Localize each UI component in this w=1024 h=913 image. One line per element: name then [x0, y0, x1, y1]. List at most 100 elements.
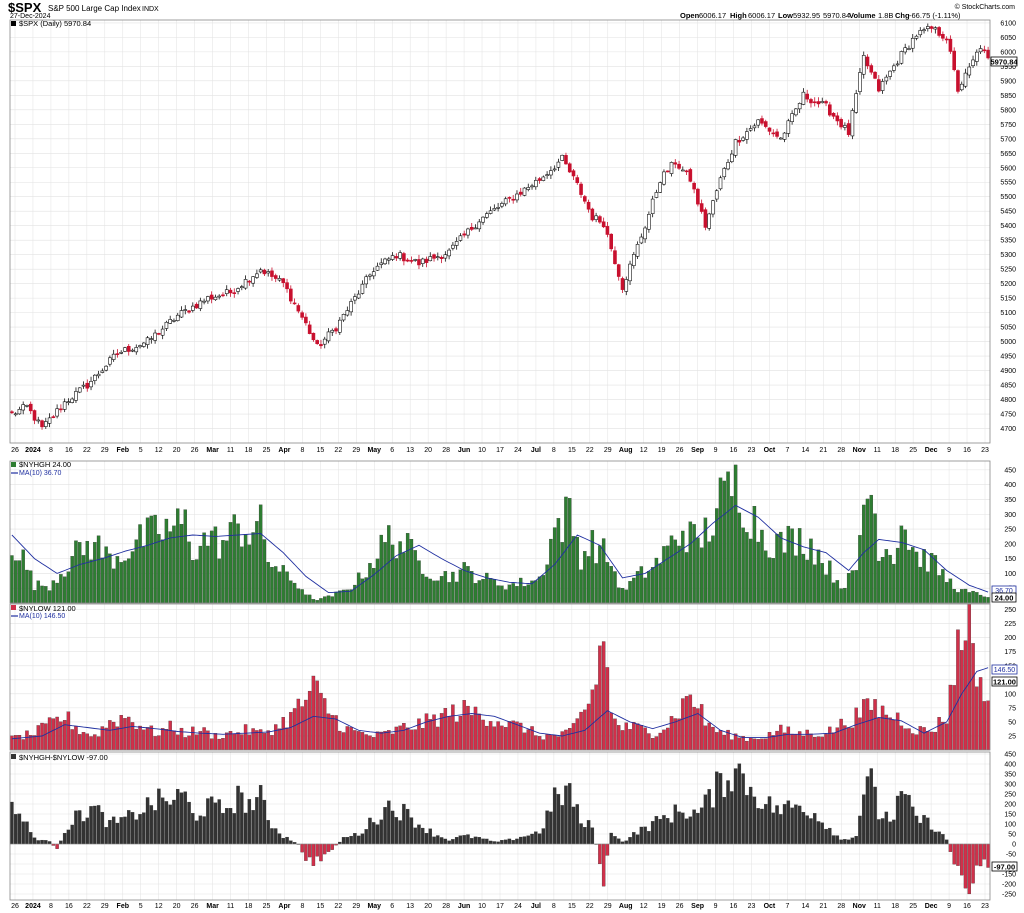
bar — [711, 535, 715, 604]
bar — [741, 527, 745, 604]
bar — [673, 804, 677, 845]
bar — [843, 839, 847, 845]
candle-body — [745, 131, 749, 140]
bar — [149, 725, 154, 751]
bar — [145, 797, 150, 845]
bar — [447, 840, 451, 845]
y-tick-label: 4950 — [1000, 354, 1016, 361]
candle-body — [975, 51, 979, 62]
bar — [439, 837, 444, 845]
candle-body — [492, 208, 497, 211]
bar — [436, 726, 440, 751]
bar — [266, 561, 270, 604]
y-tick-label: 5650 — [1000, 151, 1016, 158]
candle-body — [206, 296, 210, 302]
candle-body — [688, 169, 693, 182]
bar — [877, 717, 881, 751]
x-tick-label: 8 — [49, 447, 53, 454]
bar — [797, 528, 802, 604]
bar — [458, 716, 463, 751]
bar — [21, 821, 25, 845]
bar — [492, 579, 497, 604]
bar — [944, 839, 949, 845]
bar — [281, 717, 285, 751]
bar — [613, 836, 617, 845]
candle-body — [812, 101, 817, 104]
candle-body — [944, 38, 949, 41]
bar — [635, 723, 640, 751]
x-tick-label: Oct — [764, 903, 776, 910]
bar — [70, 824, 74, 845]
bar — [541, 739, 546, 751]
bar — [232, 733, 236, 751]
bar — [319, 692, 323, 751]
bar — [13, 814, 18, 845]
bar — [300, 706, 304, 751]
bar — [703, 794, 708, 845]
candle-body — [300, 312, 304, 318]
bar — [251, 532, 255, 604]
bar — [552, 734, 557, 751]
x-tick-label: 23 — [748, 447, 756, 454]
bar — [315, 680, 319, 751]
bar — [202, 816, 206, 845]
candle-body — [910, 37, 915, 49]
bar — [421, 573, 425, 604]
bar — [221, 738, 225, 751]
bar — [711, 726, 715, 751]
bar — [978, 594, 983, 604]
candle-body — [556, 161, 561, 168]
candle-body — [40, 420, 44, 428]
bar — [786, 800, 791, 845]
bar — [168, 720, 172, 751]
bar — [586, 820, 591, 845]
bar — [929, 829, 934, 845]
x-tick-label: 20 — [424, 447, 432, 454]
bar — [537, 576, 542, 604]
x-tick-label: 21 — [819, 903, 827, 910]
bar — [639, 725, 644, 751]
bar — [831, 582, 836, 604]
bar — [402, 723, 406, 751]
bar — [55, 843, 59, 849]
candle-body — [10, 411, 14, 414]
candle-body — [111, 353, 116, 360]
candle-body — [221, 294, 225, 297]
candle-body — [681, 169, 685, 172]
bar — [368, 735, 372, 751]
bar — [277, 728, 282, 751]
high-label: High — [730, 11, 747, 20]
nyhgh-ma-label: 36.70 — [995, 588, 1013, 595]
candle-body — [473, 227, 478, 230]
bar — [157, 788, 161, 845]
bar — [624, 840, 628, 845]
candle-body — [937, 27, 941, 36]
bar — [892, 563, 896, 604]
x-tick-label: 8 — [300, 903, 304, 910]
candle-body — [481, 216, 485, 223]
candle-body — [854, 93, 858, 113]
bar — [387, 800, 391, 845]
candle-body — [247, 280, 252, 283]
bar — [334, 715, 338, 751]
bar — [104, 827, 108, 845]
bar — [304, 843, 308, 861]
bar — [447, 716, 451, 751]
nylow-legend: $NYLOW 121.00 — [19, 604, 76, 613]
bar — [948, 843, 953, 852]
bar — [895, 712, 900, 751]
bar — [62, 576, 67, 604]
bar — [805, 559, 809, 604]
bar — [405, 533, 410, 604]
bar — [81, 821, 86, 845]
bar — [846, 573, 851, 604]
candle-body — [356, 293, 361, 299]
candle-body — [55, 408, 59, 417]
candle-body — [756, 119, 760, 126]
bar — [869, 709, 873, 751]
candle-body — [978, 48, 983, 53]
bar — [650, 738, 655, 751]
bar — [726, 471, 730, 604]
bar — [534, 735, 538, 751]
bar — [55, 582, 59, 604]
